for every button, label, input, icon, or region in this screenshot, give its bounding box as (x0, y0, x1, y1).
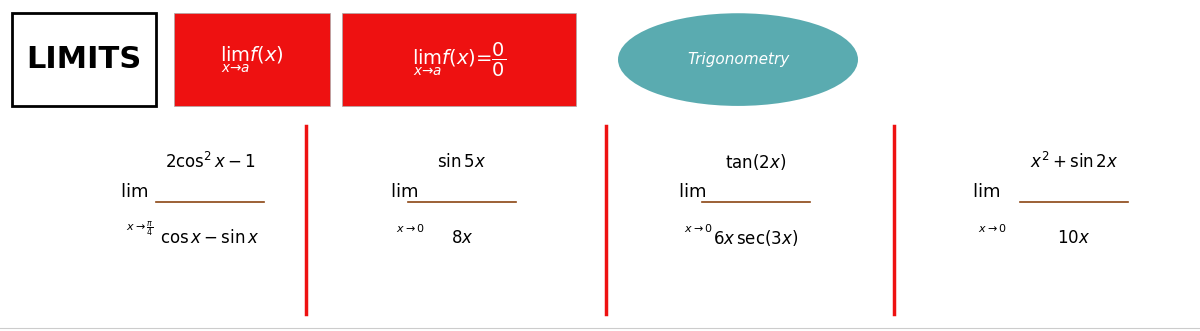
FancyBboxPatch shape (12, 13, 156, 106)
FancyBboxPatch shape (342, 13, 576, 106)
FancyBboxPatch shape (174, 13, 330, 106)
Text: $\tan(2x)$: $\tan(2x)$ (725, 152, 787, 172)
Text: $\lim$: $\lim$ (972, 183, 1000, 201)
Text: $\lim$: $\lim$ (678, 183, 706, 201)
Text: $\lim$: $\lim$ (120, 183, 148, 201)
Text: $\lim$: $\lim$ (390, 183, 418, 201)
Text: $x^2 + \sin 2x$: $x^2 + \sin 2x$ (1030, 152, 1118, 172)
Text: $\sin 5x$: $\sin 5x$ (438, 153, 486, 171)
Text: $6x\,\sec(3x)$: $6x\,\sec(3x)$ (714, 228, 798, 248)
Text: LIMITS: LIMITS (26, 45, 142, 74)
Text: $\lim_{x \to a} f(x) = \dfrac{0}{0}$: $\lim_{x \to a} f(x) = \dfrac{0}{0}$ (412, 40, 506, 79)
Text: $x \to 0$: $x \to 0$ (978, 222, 1007, 234)
Text: $x \to \frac{\pi}{4}$: $x \to \frac{\pi}{4}$ (126, 219, 154, 238)
Text: $\cos x - \sin x$: $\cos x - \sin x$ (161, 229, 259, 247)
Ellipse shape (618, 13, 858, 106)
Text: $2\cos^2 x - 1$: $2\cos^2 x - 1$ (164, 152, 256, 172)
Text: $x \to 0$: $x \to 0$ (396, 222, 425, 234)
Text: $10x$: $10x$ (1057, 229, 1091, 247)
Text: $\lim_{x \to a} f(x)$: $\lim_{x \to a} f(x)$ (220, 44, 284, 75)
Text: $8x$: $8x$ (451, 229, 473, 247)
Text: Trigonometry: Trigonometry (686, 52, 790, 67)
Text: $x \to 0$: $x \to 0$ (684, 222, 713, 234)
